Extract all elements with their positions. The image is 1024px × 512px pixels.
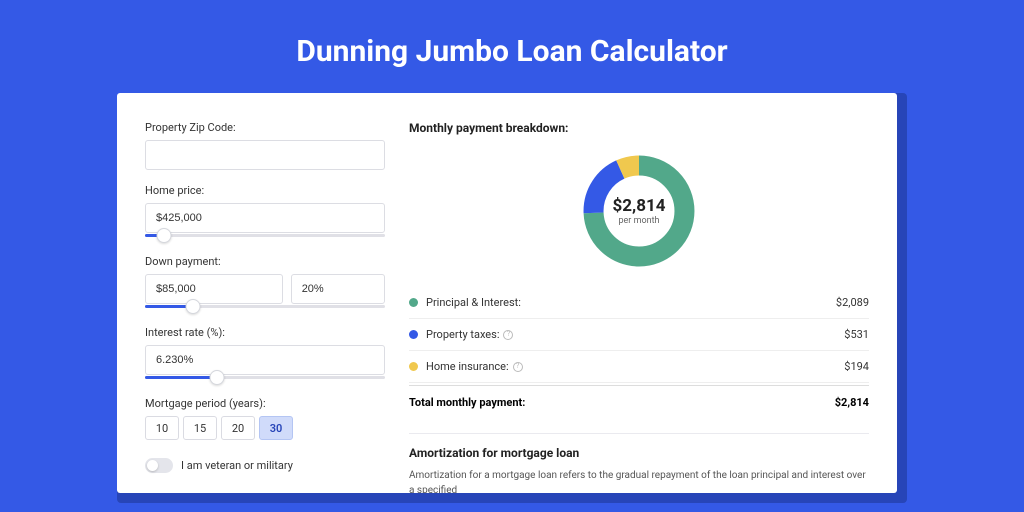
total-label: Total monthly payment:: [409, 396, 835, 409]
home-price-field: Home price:: [145, 184, 385, 241]
zip-input[interactable]: [145, 140, 385, 170]
home-price-label: Home price:: [145, 184, 385, 197]
page-title: Dunning Jumbo Loan Calculator: [0, 0, 1024, 93]
amortization-section: Amortization for mortgage loan Amortizat…: [409, 433, 869, 493]
period-btn-30[interactable]: 30: [259, 416, 293, 440]
home-price-slider[interactable]: [145, 231, 385, 241]
down-payment-amount-input[interactable]: [145, 274, 283, 304]
dot-icon: [409, 298, 418, 307]
total-row: Total monthly payment: $2,814: [409, 385, 869, 419]
card-shadow: Property Zip Code: Home price: Down paym…: [117, 93, 907, 503]
legend-label: Property taxes: ?: [426, 328, 844, 341]
info-icon[interactable]: ?: [513, 362, 523, 372]
period-btn-10[interactable]: 10: [145, 416, 179, 440]
down-payment-percent-input[interactable]: [291, 274, 385, 304]
legend-row-principal: Principal & Interest: $2,089: [409, 287, 869, 319]
amortization-body: Amortization for a mortgage loan refers …: [409, 468, 869, 493]
veteran-label: I am veteran or military: [181, 459, 293, 472]
mortgage-period-label: Mortgage period (years):: [145, 397, 385, 410]
home-price-input[interactable]: [145, 203, 385, 233]
legend-label: Home insurance: ?: [426, 360, 844, 373]
zip-field: Property Zip Code:: [145, 121, 385, 170]
donut-sub: per month: [618, 216, 659, 226]
legend-value: $2,089: [836, 296, 869, 309]
period-btn-20[interactable]: 20: [221, 416, 255, 440]
amortization-title: Amortization for mortgage loan: [409, 446, 869, 460]
zip-label: Property Zip Code:: [145, 121, 385, 134]
donut-amount: $2,814: [613, 196, 666, 216]
legend-value: $194: [844, 360, 869, 373]
calculator-card: Property Zip Code: Home price: Down paym…: [117, 93, 897, 493]
donut-wrap: $2,814 per month: [409, 145, 869, 287]
mortgage-period-field: Mortgage period (years): 10 15 20 30: [145, 397, 385, 440]
interest-rate-input[interactable]: [145, 345, 385, 375]
dot-icon: [409, 362, 418, 371]
legend-label: Principal & Interest:: [426, 296, 836, 309]
period-btn-15[interactable]: 15: [183, 416, 217, 440]
legend-value: $531: [844, 328, 869, 341]
total-value: $2,814: [835, 396, 869, 409]
veteran-row: I am veteran or military: [145, 458, 385, 473]
mortgage-period-buttons: 10 15 20 30: [145, 416, 385, 440]
down-payment-slider[interactable]: [145, 302, 385, 312]
breakdown-column: Monthly payment breakdown: $2,814 per mo…: [409, 121, 869, 493]
interest-rate-slider[interactable]: [145, 373, 385, 383]
down-payment-label: Down payment:: [145, 255, 385, 268]
info-icon[interactable]: ?: [503, 330, 513, 340]
legend-row-taxes: Property taxes: ? $531: [409, 319, 869, 351]
dot-icon: [409, 330, 418, 339]
donut-chart: $2,814 per month: [579, 151, 699, 271]
down-payment-field: Down payment:: [145, 255, 385, 312]
interest-rate-field: Interest rate (%):: [145, 326, 385, 383]
form-column: Property Zip Code: Home price: Down paym…: [145, 121, 385, 493]
interest-rate-label: Interest rate (%):: [145, 326, 385, 339]
veteran-toggle[interactable]: [145, 458, 173, 473]
legend-row-insurance: Home insurance: ? $194: [409, 351, 869, 383]
breakdown-title: Monthly payment breakdown:: [409, 121, 869, 135]
